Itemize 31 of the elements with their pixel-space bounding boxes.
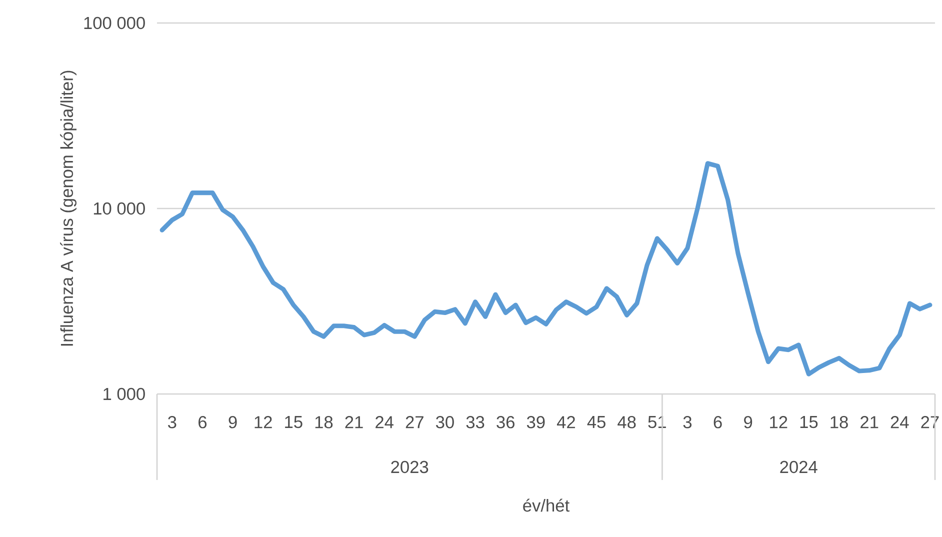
x-tick-label: 3	[683, 416, 692, 428]
x-tick-label: 12	[770, 416, 788, 428]
x-tick-label: 3	[168, 416, 176, 428]
x-tick-label: 18	[315, 416, 333, 428]
x-tick-label: 12	[254, 416, 272, 428]
x-tick-label: 33	[466, 416, 484, 428]
x-tick-label: 42	[556, 416, 575, 428]
y-axis-title: Influenza A vírus (genom kópia/liter)	[60, 70, 76, 346]
x-tick-label: 21	[345, 416, 363, 428]
x-tick-label: 27	[406, 416, 424, 428]
x-tick-label: 24	[890, 416, 909, 428]
x-tick-label: 30	[436, 416, 454, 428]
x-tick-label: 39	[526, 416, 545, 428]
y-tick-label: 10 000	[94, 202, 145, 215]
x-tick-label: 6	[714, 416, 722, 428]
x-tick-label: 18	[830, 416, 848, 428]
x-tick-label: 6	[198, 416, 207, 428]
text: 2023	[391, 460, 428, 474]
x-tick-label: 45	[587, 416, 606, 428]
text: 2024	[780, 460, 818, 474]
x-tick-label: 21	[860, 416, 878, 428]
x-tick-label: 15	[285, 416, 302, 428]
y-tick-label: 100 000	[84, 16, 145, 30]
x-tick-label: 36	[496, 416, 514, 428]
x-tick-label: 9	[744, 416, 752, 428]
x-tick-label: 48	[618, 416, 636, 428]
x-axis-title: év/hét	[523, 498, 570, 512]
x-tick-label: 15	[800, 416, 818, 428]
y-tick-label: 1 000	[104, 388, 145, 400]
x-tick-label: 9	[228, 416, 237, 428]
x-tick-label: 24	[376, 416, 394, 428]
